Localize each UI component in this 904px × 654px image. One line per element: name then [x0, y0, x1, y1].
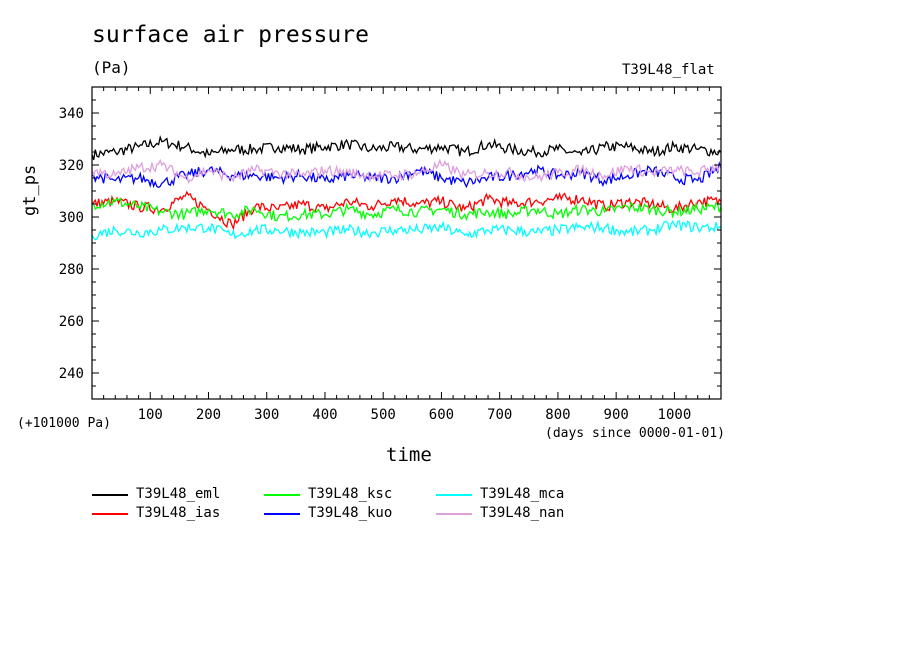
run-label: T39L48_flat [622, 62, 715, 78]
plot-frame [91, 86, 722, 400]
x-tick-label: 900 [604, 407, 629, 423]
series-line-T39L48_eml [91, 134, 722, 161]
series-line-T39L48_ias [91, 190, 722, 231]
legend-swatch [92, 513, 128, 515]
y-tick-label: 300 [59, 210, 84, 226]
legend-swatch [92, 494, 128, 496]
x-tick-label: 800 [545, 407, 570, 423]
x-tick-label: 200 [196, 407, 221, 423]
x-tick-label: 1000 [658, 407, 692, 423]
y-tick-label: 320 [59, 158, 84, 174]
chart-title: surface air pressure [92, 22, 369, 48]
x-tick-label: 600 [429, 407, 454, 423]
series-line-T39L48_nan [91, 158, 722, 184]
x-tick-label: 100 [138, 407, 163, 423]
series-line-T39L48_kuo [91, 160, 722, 189]
y-tick-label: 340 [59, 106, 84, 122]
chart-units: (Pa) [92, 58, 131, 77]
y-tick-label: 280 [59, 262, 84, 278]
x-tick-label: 300 [254, 407, 279, 423]
legend-label: T39L48_mca [480, 486, 565, 502]
x-axis-units: (days since 0000-01-01) [545, 426, 726, 441]
y-offset-note: (+101000 Pa) [17, 416, 111, 431]
x-tick-label: 700 [487, 407, 512, 423]
x-tick-label: 500 [371, 407, 396, 423]
legend-label: T39L48_kuo [308, 505, 393, 521]
y-tick-label: 240 [59, 366, 84, 382]
series-line-T39L48_ksc [91, 197, 722, 223]
legend-swatch [436, 494, 472, 496]
legend-swatch [436, 513, 472, 515]
legend-label: T39L48_ksc [308, 486, 393, 502]
legend-label: T39L48_ias [136, 505, 221, 521]
legend-label: T39L48_eml [136, 486, 221, 502]
x-tick-label: 400 [312, 407, 337, 423]
legend-swatch [264, 494, 300, 496]
series-line-T39L48_mca [91, 219, 722, 241]
legend-swatch [264, 513, 300, 515]
x-axis-label: time [386, 444, 432, 466]
legend-label: T39L48_nan [480, 505, 565, 521]
y-tick-label: 260 [59, 314, 84, 330]
legend: T39L48_eml T39L48_ias T39L48_ksc T39L48_kuo… [92, 486, 612, 526]
